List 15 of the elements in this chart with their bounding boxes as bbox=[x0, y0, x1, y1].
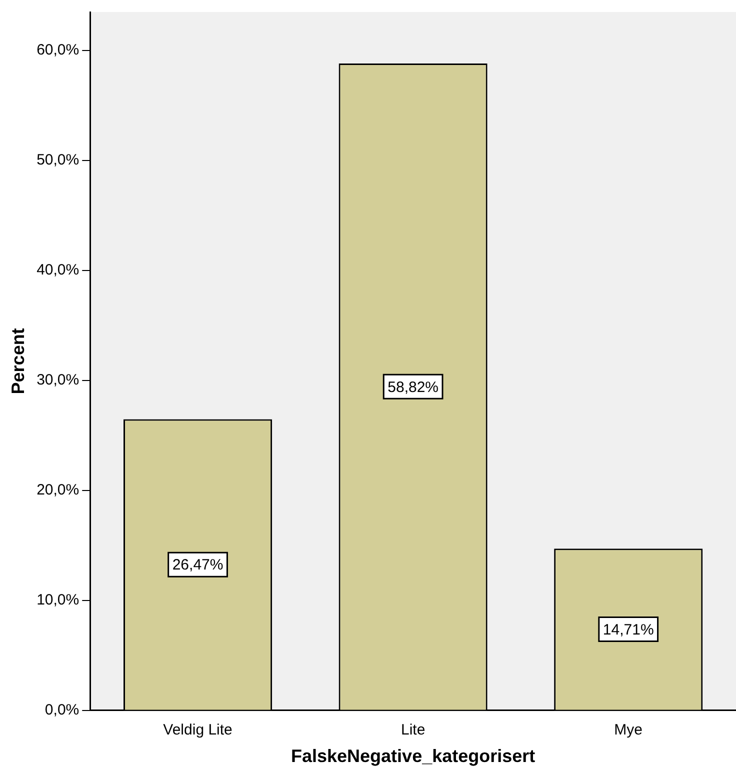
y-tick-label: 50,0% bbox=[36, 152, 80, 169]
y-tick-label: 40,0% bbox=[36, 262, 80, 279]
y-axis-title: Percent bbox=[8, 328, 28, 394]
data-label: 26,47% bbox=[172, 556, 224, 574]
y-tick-label: 0,0% bbox=[44, 702, 80, 719]
y-tick-label: 20,0% bbox=[36, 482, 80, 499]
y-tick-label: 60,0% bbox=[36, 42, 80, 59]
x-tick-label: Mye bbox=[614, 722, 643, 739]
y-tick-label: 10,0% bbox=[36, 592, 80, 609]
x-tick-label: Lite bbox=[400, 722, 426, 739]
x-tick-label: Veldig Lite bbox=[163, 722, 232, 739]
y-tick-label: 30,0% bbox=[36, 372, 80, 389]
x-axis-title: FalskeNegative_kategorisert bbox=[291, 746, 536, 766]
data-label: 14,71% bbox=[602, 621, 654, 638]
data-label: 58,82% bbox=[388, 378, 439, 396]
